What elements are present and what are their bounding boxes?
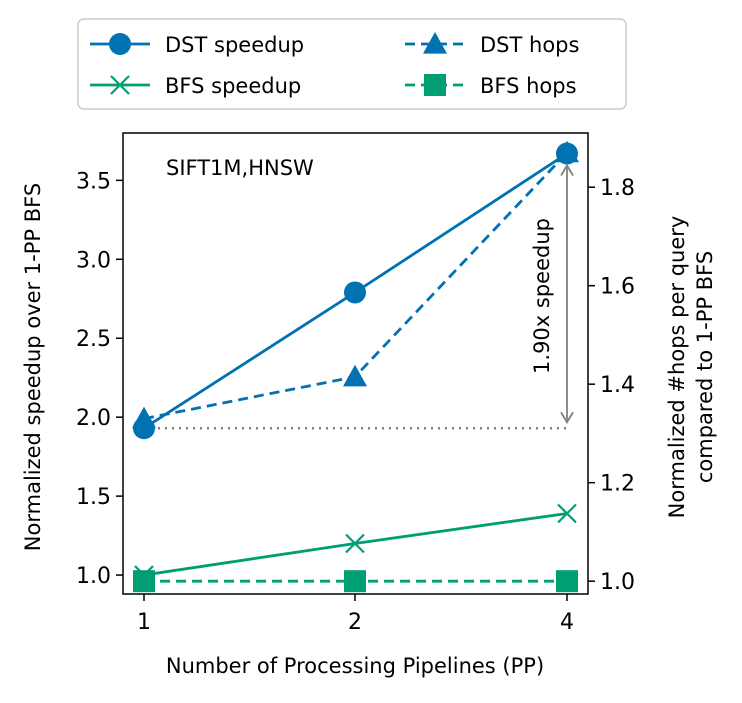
legend: DST speedup DST hops BFS speedup BFS hops [77,18,627,110]
x-tick-label: 2 [348,610,362,635]
legend-item-dst-hops: DST hops [405,32,579,57]
legend-marker-bfs-hops [424,74,446,96]
reference-line-group [144,163,574,430]
legend-label-dst-speedup: DST speedup [165,33,304,57]
plot-frame [122,132,589,595]
x-tick-label: 1 [137,610,151,635]
series-group [132,140,579,593]
speedup-arrow-head-bottom [560,411,574,424]
dst-speedup-marker [344,281,366,304]
dst-speedup-marker [556,142,578,165]
bfs-speedup-marker [345,533,365,554]
bfs-speedup-marker [557,503,577,524]
plot-area: 1.0 1.5 2.0 2.5 3.0 3.5 1.0 1.2 1.4 1.6 1.8 1 2 4 [76,132,635,635]
y-axis-label-left: Normalized speedup over 1-PP BFS [21,183,45,551]
y-axis-label-right-line1: Normalized #hops per query [665,216,689,519]
legend-item-bfs-hops: BFS hops [405,74,577,98]
legend-marker-dst-speedup [109,33,131,55]
speedup-annotation: 1.90x speedup [530,218,554,374]
left-axis: 1.0 1.5 2.0 2.5 3.0 3.5 [76,169,123,589]
legend-marker-bfs-speedup-stroke-b [110,75,130,95]
bfs-speedup-marker-stroke-b [557,503,577,524]
left-tick-label: 1.0 [76,564,111,589]
bfs-hops-marker [344,570,366,593]
bfs-speedup-marker-stroke-b [134,565,154,585]
bfs-hops-marker [133,570,155,593]
x-tick-label: 4 [560,610,574,635]
legend-label-dst-hops: DST hops [480,33,579,57]
dataset-annotation: SIFT1M,HNSW [166,156,314,180]
right-tick-label: 1.0 [600,570,635,595]
right-tick-label: 1.2 [600,472,635,497]
right-tick-label: 1.4 [600,373,635,398]
legend-frame [77,18,627,110]
left-tick-label: 3.0 [76,248,111,273]
legend-label-bfs-speedup: BFS speedup [165,74,301,98]
y-axis-label-right-line2: compared to 1-PP BFS [693,251,717,483]
legend-item-bfs-speedup: BFS speedup [90,74,301,98]
speedup-arrow-head-top [560,163,574,176]
right-axis: 1.0 1.2 1.4 1.6 1.8 [588,176,635,595]
legend-label-bfs-hops: BFS hops [480,74,577,98]
left-tick-label: 3.5 [76,169,111,194]
left-tick-label: 1.5 [76,485,111,510]
legend-item-dst-speedup: DST speedup [90,33,304,57]
legend-marker-bfs-speedup [110,75,130,95]
left-tick-label: 2.5 [76,327,111,352]
dst-hops-marker [343,364,367,387]
right-tick-label: 1.6 [600,275,635,300]
bfs-speedup-marker [134,565,154,585]
right-tick-label: 1.8 [600,176,635,201]
bfs-speedup-marker-stroke-b [345,533,365,554]
x-axis-label: Number of Processing Pipelines (PP) [166,654,544,678]
dst-speedup-marker [133,417,155,440]
legend-marker-dst-hops [423,32,447,54]
x-axis: 1 2 4 [137,594,574,635]
bfs-hops-marker [556,570,578,593]
left-tick-label: 2.0 [76,406,111,431]
